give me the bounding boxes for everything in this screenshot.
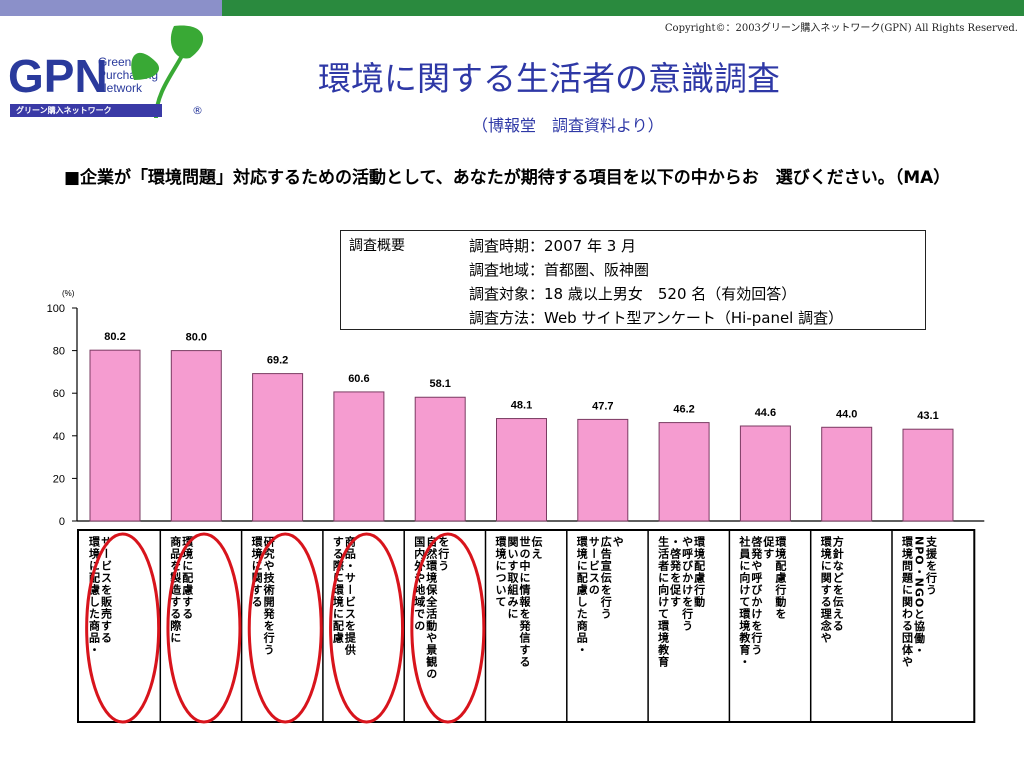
survey-row-method: 調査方法：Web サイト型アンケート（Hi-panel 調査）	[469, 309, 844, 327]
category-label: 広告宣伝を行う	[599, 535, 613, 620]
category-label: 環境問題に関わる団体や	[901, 536, 914, 668]
bar-value-label: 60.6	[348, 373, 369, 385]
category-label: 環境について	[494, 536, 507, 608]
bar	[333, 391, 385, 522]
category-label: 研究や技術開発を行う	[262, 536, 276, 656]
bar	[252, 373, 304, 522]
bar-value-label: 58.1	[429, 378, 450, 390]
logo-line3: Network	[98, 81, 143, 95]
category-label: サービスを販売する	[100, 536, 113, 644]
category-label: 促す	[762, 535, 776, 560]
bar-value-label: 44.6	[755, 407, 776, 419]
bar-value-label: 46.2	[673, 404, 694, 416]
gpn-logo: GPN Green Purchasing Network ®	[8, 25, 204, 119]
y-tick-label: 100	[47, 303, 65, 315]
category-label: 環境配慮行動を	[774, 536, 788, 620]
category-label: 関いす取組みに	[506, 536, 519, 620]
category-label: 商品・サービスを提供	[343, 535, 357, 656]
category-label: 支援を行う	[925, 535, 939, 596]
page-subtitle: （博報堂 調査資料より）	[472, 116, 664, 135]
survey-overview-box: 調査概要 調査時期：2007 年 3 月 調査地域：首都圏、阪神圏 調査対象：1…	[340, 230, 926, 330]
category-label: 社員に向けて環境教育・	[738, 535, 752, 668]
bar-value-label: 44.0	[836, 408, 857, 420]
bar	[496, 418, 547, 522]
category-label: 伝え	[530, 535, 543, 560]
survey-heading: 調査概要	[349, 238, 405, 254]
bar	[89, 349, 141, 522]
bar	[902, 428, 954, 522]
highlight-circle	[329, 532, 405, 724]
survey-question: ■企業が「環境問題」対応するための活動として、あなたが期待する項目を以下の中から…	[64, 168, 951, 188]
logo-registered: ®	[192, 104, 203, 117]
logo-subtitle: グリーン購入ネットワーク	[10, 104, 162, 117]
category-label: を行う	[437, 536, 451, 572]
highlight-circle	[410, 532, 486, 724]
leaf-icon	[131, 52, 160, 80]
survey-row-target: 調査対象：18 歳以上男女 520 名（有効回答）	[469, 285, 797, 303]
bar	[577, 418, 629, 522]
bar-value-label: 43.1	[917, 410, 938, 422]
category-label: NPO・NGOと協働・	[913, 536, 927, 656]
category-label: ・啓発を促す	[669, 536, 683, 608]
bar	[821, 426, 873, 522]
bar-value-label: 80.0	[186, 332, 207, 344]
y-axis-label: (%)	[62, 289, 75, 298]
logo-line1: Green	[98, 55, 131, 69]
category-table	[77, 529, 976, 723]
category-label: 環境に配慮する	[181, 536, 194, 620]
category-label: 環境に関する理念や	[819, 536, 833, 644]
category-label: 方針などを伝える	[831, 535, 844, 632]
category-label: 生活者に向けて環境教育	[657, 535, 671, 668]
y-tick-label: 20	[53, 473, 65, 485]
bar	[414, 396, 466, 522]
survey-row-area: 調査地域：首都圏、阪神圏	[469, 261, 650, 279]
page-title: 環境に関する生活者の意識調査	[318, 59, 780, 98]
bar-value-label: 80.2	[104, 331, 125, 343]
top-bar-left	[0, 0, 222, 16]
category-label: 啓発や呼びかけを行う	[750, 535, 764, 656]
y-tick-label: 60	[53, 388, 65, 400]
highlight-circle	[166, 532, 242, 724]
category-label: 環境に配慮した商品・	[575, 536, 588, 656]
category-label: 環境に配慮した商品・	[88, 536, 101, 656]
y-tick-label: 80	[53, 346, 65, 358]
bar	[658, 422, 710, 522]
category-label: や	[611, 536, 624, 548]
bar	[170, 350, 222, 522]
logo-brand: GPN	[8, 50, 108, 102]
bar-value-label: 47.7	[592, 400, 613, 412]
highlight-circle	[247, 532, 323, 724]
copyright-text: Copyright©：2003グリーン購入ネットワーク(GPN) All Rig…	[664, 23, 1018, 34]
category-label: 自然環境保全活動や景観の	[425, 535, 439, 680]
category-label: サービスの	[587, 536, 600, 596]
bar-value-label: 69.2	[267, 355, 288, 367]
highlight-circle	[85, 532, 161, 724]
y-tick-label: 40	[53, 431, 65, 443]
category-label: や呼びかけを行う	[681, 536, 695, 632]
category-label: 環境配慮行動	[693, 536, 707, 608]
category-label: 世の中に情報を発信する	[518, 535, 532, 668]
y-tick-label: 0	[59, 516, 65, 528]
bar	[739, 425, 791, 522]
survey-row-period: 調査時期：2007 年 3 月	[469, 237, 637, 255]
leaf-icon-large	[170, 25, 204, 59]
bar-value-label: 48.1	[511, 400, 532, 412]
top-bar-right	[222, 0, 1024, 16]
